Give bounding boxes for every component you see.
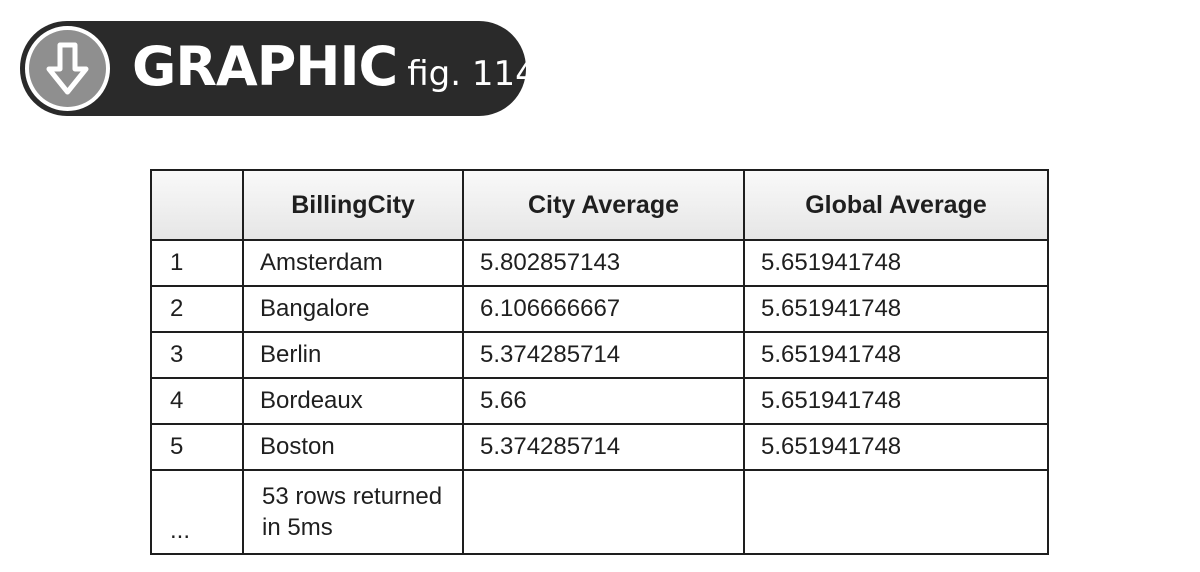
table-row: 5 Boston 5.374285714 5.651941748 bbox=[150, 423, 1049, 471]
table-row: 2 Bangalore 6.106666667 5.651941748 bbox=[150, 285, 1049, 333]
row-index: 2 bbox=[150, 285, 244, 333]
empty-cell bbox=[462, 469, 745, 555]
empty-cell bbox=[743, 469, 1049, 555]
billing-city-cell: Bangalore bbox=[242, 285, 464, 333]
figure-banner: GRAPHIC fig. 114 bbox=[20, 21, 537, 116]
billing-city-cell: Boston bbox=[242, 423, 464, 471]
table-row: 4 Bordeaux 5.66 5.651941748 bbox=[150, 377, 1049, 425]
query-result-table: BillingCity City Average Global Average … bbox=[150, 169, 1049, 555]
figure-number: fig. 114 bbox=[407, 54, 537, 94]
column-header-city-average: City Average bbox=[462, 169, 745, 241]
billing-city-cell: Bordeaux bbox=[242, 377, 464, 425]
column-header-billing-city: BillingCity bbox=[242, 169, 464, 241]
global-average-cell: 5.651941748 bbox=[743, 285, 1049, 333]
global-average-cell: 5.651941748 bbox=[743, 331, 1049, 379]
banner-title: GRAPHIC fig. 114 bbox=[132, 32, 537, 109]
result-footer-row: ... 53 rows returned in 5ms bbox=[150, 469, 1049, 555]
graphic-label: GRAPHIC bbox=[132, 35, 398, 98]
down-arrow-circle-icon bbox=[25, 26, 110, 111]
column-header-global-average: Global Average bbox=[743, 169, 1049, 241]
row-index: 4 bbox=[150, 377, 244, 425]
footer-ellipsis: ... bbox=[150, 469, 244, 555]
city-average-cell: 5.374285714 bbox=[462, 423, 745, 471]
row-index: 5 bbox=[150, 423, 244, 471]
global-average-cell: 5.651941748 bbox=[743, 377, 1049, 425]
city-average-cell: 5.374285714 bbox=[462, 331, 745, 379]
table-row: 1 Amsterdam 5.802857143 5.651941748 bbox=[150, 239, 1049, 287]
city-average-cell: 5.66 bbox=[462, 377, 745, 425]
city-average-cell: 5.802857143 bbox=[462, 239, 745, 287]
city-average-cell: 6.106666667 bbox=[462, 285, 745, 333]
header-row: BillingCity City Average Global Average bbox=[150, 169, 1049, 241]
global-average-cell: 5.651941748 bbox=[743, 423, 1049, 471]
column-header-index bbox=[150, 169, 244, 241]
billing-city-cell: Amsterdam bbox=[242, 239, 464, 287]
row-index: 3 bbox=[150, 331, 244, 379]
table-row: 3 Berlin 5.374285714 5.651941748 bbox=[150, 331, 1049, 379]
rows-returned-message: 53 rows returned in 5ms bbox=[242, 469, 464, 555]
billing-city-cell: Berlin bbox=[242, 331, 464, 379]
row-index: 1 bbox=[150, 239, 244, 287]
global-average-cell: 5.651941748 bbox=[743, 239, 1049, 287]
